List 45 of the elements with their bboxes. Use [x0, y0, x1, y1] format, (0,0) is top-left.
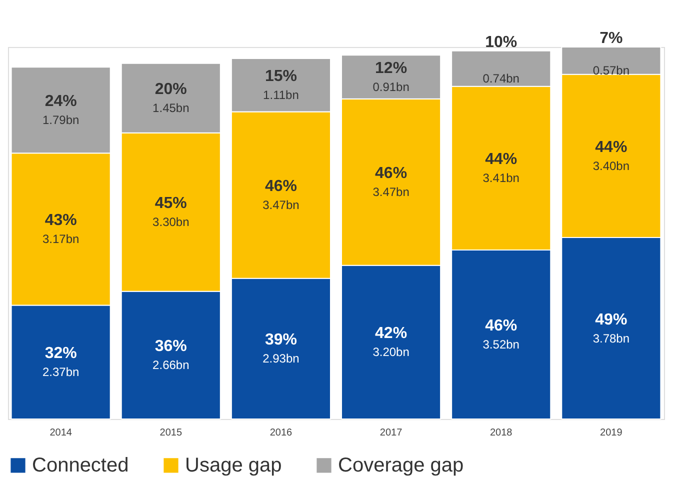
data-label: 0.74bn — [482, 72, 520, 86]
annotation: 15% — [264, 68, 297, 86]
annotation: 36% — [154, 338, 187, 356]
data-label: 2.66bn — [152, 358, 190, 372]
text: 7% — [600, 30, 623, 47]
annotation: 44% — [595, 138, 628, 156]
annotation: 49% — [595, 311, 628, 328]
x-tick-label: 2015 — [160, 428, 182, 438]
annotation: 24% — [44, 93, 77, 110]
data-label: 3.17bn — [42, 232, 80, 246]
data-label: 3.52bn — [482, 338, 520, 352]
x-tick-label: 2014 — [50, 428, 72, 438]
x-tick-label: 2019 — [600, 428, 623, 438]
data-label: 3.20bn — [372, 345, 410, 360]
data-label: 3.47bn — [372, 185, 410, 200]
annotation: 32% — [44, 345, 77, 362]
data-label: 1.11bn — [263, 88, 299, 102]
data-label: 0.91bn — [372, 80, 410, 94]
annotation: 39% — [264, 332, 297, 349]
data-label: 1.79bn — [42, 113, 80, 128]
annotation: 43% — [44, 212, 77, 230]
annotation: 10% — [485, 34, 518, 51]
data-label: 1.45bn — [152, 101, 190, 116]
annotation: 45% — [154, 195, 187, 212]
data-label: 3.30bn — [152, 215, 190, 230]
data-label: 3.41bn — [482, 171, 520, 186]
data-label: 3.78bn — [592, 331, 630, 346]
data-label: 2.37bn — [42, 365, 80, 380]
data-label: 3.40bn — [592, 158, 630, 173]
x-tick-label: 2017 — [380, 428, 403, 438]
legend-label: Coverage gap — [338, 454, 464, 476]
legend-label: Connected — [32, 454, 129, 476]
annotation: 46% — [264, 178, 297, 196]
annotation: 12% — [375, 60, 408, 77]
legend-label: Usage gap — [185, 454, 282, 476]
annotation: 20% — [154, 81, 187, 98]
annotation: 46% — [485, 318, 518, 335]
annotation: 42% — [375, 325, 408, 342]
x-tick-label: 2016 — [270, 428, 293, 438]
annotation: 44% — [485, 151, 518, 168]
data-label: 0.57bn — [592, 64, 630, 78]
data-label: 3.47bn — [262, 198, 300, 212]
data-label: 2.93bn — [262, 352, 300, 366]
x-tick-label: 2018 — [490, 428, 513, 438]
annotation: 46% — [375, 165, 408, 182]
